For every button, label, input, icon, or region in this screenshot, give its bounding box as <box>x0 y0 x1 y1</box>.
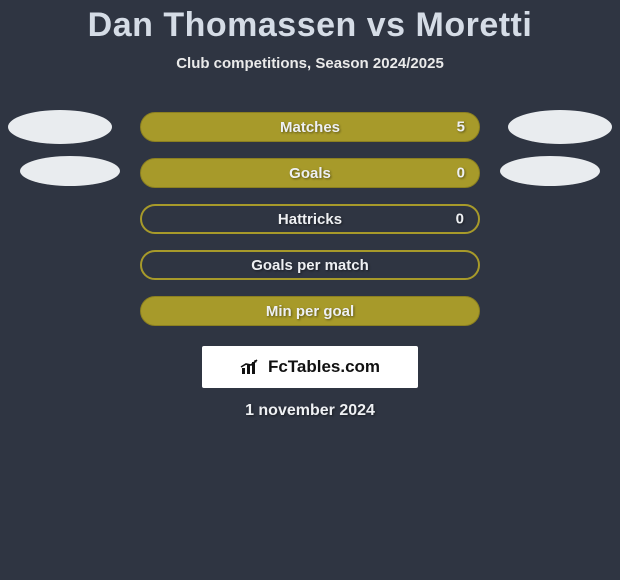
page-subtitle: Club competitions, Season 2024/2025 <box>0 55 620 72</box>
stat-label: Goals per match <box>251 257 369 274</box>
stat-label: Hattricks <box>278 211 342 228</box>
stat-label: Goals <box>289 165 331 182</box>
brand-logo-text: FcTables.com <box>268 357 380 377</box>
stats-list: Matches 5 Goals 0 Hattricks 0 Goals per match M… <box>0 104 620 334</box>
page-title: Dan Thomassen vs Moretti <box>0 0 620 45</box>
footer-date: 1 november 2024 <box>0 402 620 420</box>
stat-bar: Matches 5 <box>140 112 480 142</box>
stat-label: Matches <box>280 119 340 136</box>
stat-bar: Min per goal <box>140 296 480 326</box>
comparison-infographic: Dan Thomassen vs Moretti Club competitio… <box>0 0 620 580</box>
right-value-blob <box>508 110 612 144</box>
right-value-blob <box>500 156 600 186</box>
stat-row: Matches 5 <box>0 104 620 150</box>
left-value-blob <box>20 156 120 186</box>
stat-value: 0 <box>457 165 465 182</box>
stat-bar: Hattricks 0 <box>140 204 480 234</box>
stat-label: Min per goal <box>266 303 354 320</box>
stat-row: Goals 0 <box>0 150 620 196</box>
brand-logo: FcTables.com <box>202 346 418 388</box>
stat-value: 5 <box>457 119 465 136</box>
stat-row: Hattricks 0 <box>0 196 620 242</box>
stat-bar: Goals per match <box>140 250 480 280</box>
stat-row: Goals per match <box>0 242 620 288</box>
chart-icon <box>240 358 262 376</box>
stat-row: Min per goal <box>0 288 620 334</box>
left-value-blob <box>8 110 112 144</box>
stat-bar: Goals 0 <box>140 158 480 188</box>
stat-value: 0 <box>456 211 464 228</box>
